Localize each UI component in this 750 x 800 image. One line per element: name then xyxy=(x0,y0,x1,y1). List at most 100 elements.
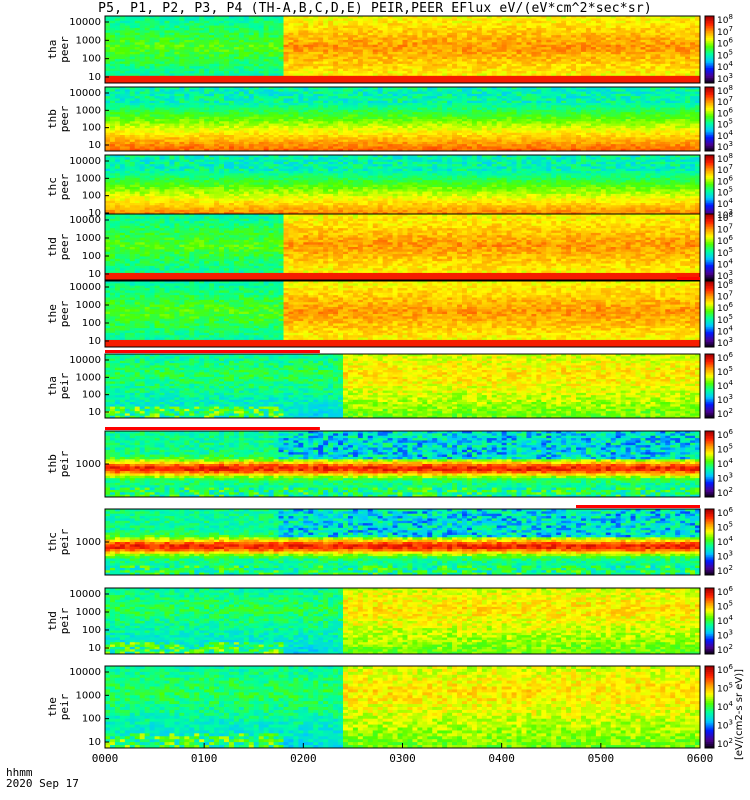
x-tick-label: 0000 xyxy=(92,752,119,765)
colorbar-unit-label: [eV/(cm2-s sr eV)] xyxy=(734,669,745,760)
y-axis-label: thbpeer xyxy=(46,105,71,132)
colorbar-tick-label: 102 xyxy=(717,486,733,499)
y-tick-label: 100 xyxy=(82,54,101,65)
mode-bar xyxy=(677,277,700,280)
y-tick-label: 10 xyxy=(88,140,101,151)
x-tick-label: 0600 xyxy=(687,752,714,765)
colorbar-tick-label: 105 xyxy=(717,443,733,456)
y-tick-label: 1000 xyxy=(76,690,101,701)
colorbar-tick-label: 105 xyxy=(717,365,733,378)
y-axis-label: thcpeir xyxy=(46,528,71,555)
y-tick-label: 100 xyxy=(82,625,101,636)
y-tick-label: 10000 xyxy=(69,355,101,366)
y-tick-label: 10000 xyxy=(69,282,101,293)
y-tick-label: 1000 xyxy=(76,459,101,470)
colorbar-tick-label: 103 xyxy=(717,550,733,563)
y-tick-label: 1000 xyxy=(76,105,101,116)
y-tick-label: 100 xyxy=(82,251,101,262)
y-tick-label: 10000 xyxy=(69,215,101,226)
x-tick-label: 0500 xyxy=(588,752,615,765)
y-axis-label: thdpeer xyxy=(46,233,71,260)
y-tick-label: 1000 xyxy=(76,537,101,548)
y-tick-label: 10 xyxy=(88,407,101,418)
mode-bar xyxy=(576,505,700,508)
colorbar-tick-label: 103 xyxy=(717,629,733,642)
x-tick-label: 0100 xyxy=(191,752,218,765)
y-tick-label: 10 xyxy=(88,72,101,83)
colorbar-tick-label: 106 xyxy=(717,428,733,441)
colorbar-tick-label: 104 xyxy=(717,535,733,548)
y-tick-label: 1000 xyxy=(76,233,101,244)
y-tick-label: 10000 xyxy=(69,17,101,28)
y-tick-label: 1000 xyxy=(76,300,101,311)
heatmap-cells xyxy=(105,431,700,497)
y-tick-label: 1000 xyxy=(76,35,101,46)
colorbar-tick-label: 106 xyxy=(717,351,733,364)
colorbar-tick-label: 104 xyxy=(717,457,733,470)
y-tick-label: 10 xyxy=(88,269,101,280)
y-tick-label: 1000 xyxy=(76,173,101,184)
x-tick-label: 0300 xyxy=(389,752,416,765)
colorbar-tick-label: 106 xyxy=(717,506,733,519)
colorbar-tick-label: 106 xyxy=(717,663,733,676)
colorbar-tick-label: 102 xyxy=(717,737,733,750)
heatmap-cells xyxy=(105,16,700,83)
heatmap-cells xyxy=(105,214,700,280)
y-tick-label: 1000 xyxy=(76,607,101,618)
colorbar-tick-label: 106 xyxy=(717,585,733,598)
y-tick-label: 100 xyxy=(82,123,101,134)
colorbar-tick-label: 105 xyxy=(717,600,733,613)
y-tick-label: 10 xyxy=(88,737,101,748)
y-tick-label: 100 xyxy=(82,714,101,725)
colorbar-tick-label: 105 xyxy=(717,682,733,695)
y-tick-label: 10000 xyxy=(69,589,101,600)
y-tick-label: 100 xyxy=(82,318,101,329)
y-axis-label: thbpeir xyxy=(46,450,71,477)
heatmap-cells xyxy=(105,87,700,151)
colorbar-tick-label: 104 xyxy=(717,614,733,627)
colorbar-tick-label: 103 xyxy=(717,336,733,349)
heatmap-cells xyxy=(105,354,700,418)
colorbar-tick-label: 102 xyxy=(717,564,733,577)
heatmap-cells xyxy=(105,509,700,575)
date-label: 2020 Sep 17 xyxy=(6,778,79,789)
y-axis-label: thapeer xyxy=(46,36,71,63)
y-axis-label: thcpeer xyxy=(46,173,71,200)
y-tick-label: 10000 xyxy=(69,667,101,678)
heatmap-cells xyxy=(105,281,700,347)
colorbar-tick-label: 103 xyxy=(717,472,733,485)
y-tick-label: 10 xyxy=(88,336,101,347)
colorbar-tick-label: 104 xyxy=(717,700,733,713)
y-axis-label: thepeer xyxy=(46,300,71,327)
heatmap-cells xyxy=(105,588,700,654)
x-tick-label: 0400 xyxy=(488,752,515,765)
colorbar-tick-label: 104 xyxy=(717,379,733,392)
y-axis-label: thdpeir xyxy=(46,607,71,634)
colorbar-tick-label: 102 xyxy=(717,407,733,420)
mode-bar xyxy=(105,427,320,430)
colorbar-tick-label: 105 xyxy=(717,521,733,534)
y-tick-label: 100 xyxy=(82,390,101,401)
colorbar-tick-label: 102 xyxy=(717,643,733,656)
y-tick-label: 100 xyxy=(82,191,101,202)
y-tick-label: 10000 xyxy=(69,88,101,99)
heatmap-cells xyxy=(105,155,700,219)
panels-group: thapeer10100100010000103104105106107108t… xyxy=(46,13,734,750)
